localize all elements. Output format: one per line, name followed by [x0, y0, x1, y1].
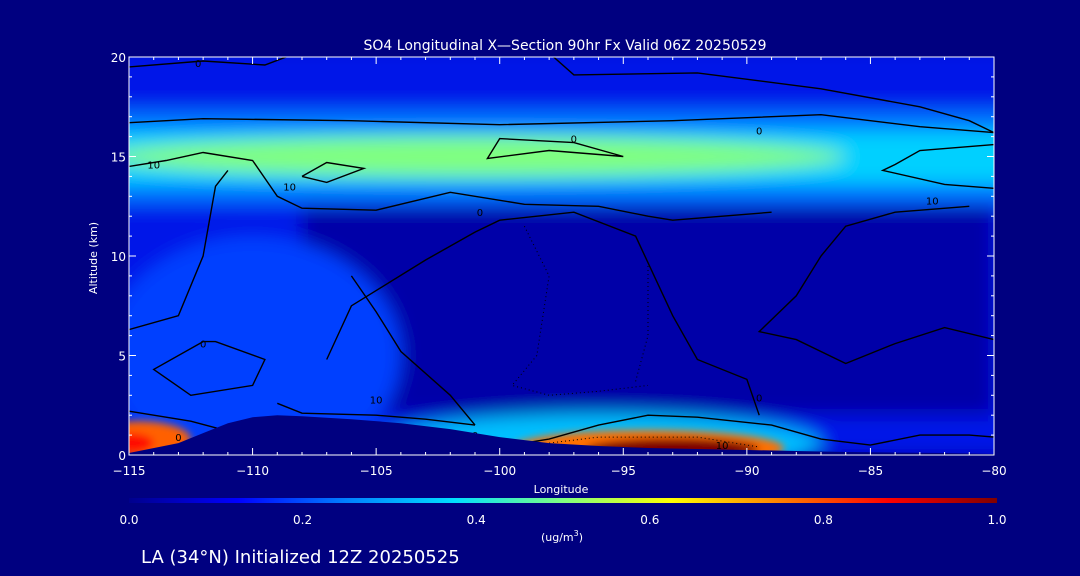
contour-dotted-surface [549, 436, 760, 448]
colorbar-tick-label: 0.6 [640, 513, 659, 527]
x-tick-label: −100 [483, 464, 516, 478]
contour-low-west [129, 410, 229, 432]
contour-label: 10 [926, 196, 939, 207]
colorbar-tick-label: 0.4 [467, 513, 486, 527]
y-axis-title: Altitude (km) [87, 222, 100, 294]
contour-top-left [129, 57, 289, 68]
colorbar-units-sup: 3 [574, 529, 579, 538]
colorbar-tick-label: 0.8 [814, 513, 833, 527]
contour-east-0 [757, 205, 994, 365]
contour-mid-upper [129, 151, 772, 221]
contour-label: 10 [370, 395, 383, 406]
contour-low-slope [277, 402, 476, 426]
contour-label: 0 [571, 135, 577, 146]
contour-inner [350, 275, 476, 426]
contour-upper-east [880, 143, 994, 189]
band-west-slope [129, 236, 401, 455]
colorbar-units-close: ) [579, 531, 583, 544]
terrain-mask [129, 415, 994, 455]
contour-label: 10 [147, 160, 160, 171]
contour-label: 0 [756, 393, 762, 404]
y-tick-label: 15 [111, 151, 126, 165]
y-tick-label: 0 [118, 449, 126, 463]
colorbar-tick-label: 0.0 [119, 513, 138, 527]
contour-label: 0 [195, 59, 201, 70]
contour-loop-west [152, 340, 266, 397]
colorbar-tick-labels: 0.0 0.2 0.4 0.6 0.8 1.0 [119, 513, 1006, 527]
contour-upper-small [301, 161, 367, 184]
colorbar-units: (ug/m3) [541, 529, 583, 544]
x-tick-label: −85 [858, 464, 883, 478]
contour-upper-loop [486, 137, 624, 160]
y-tick-label: 10 [111, 250, 126, 264]
band-upper-core [129, 136, 846, 177]
x-tick-label: −95 [611, 464, 636, 478]
contour-west-10 [129, 169, 229, 331]
contour-lines: 000000001010101010 [129, 57, 994, 452]
contour-label: 10 [283, 182, 296, 193]
contour-label: 0 [200, 340, 206, 351]
x-tick-label: −90 [734, 464, 759, 478]
x-axis-title: Longitude [534, 483, 589, 496]
contour-upper [129, 113, 994, 134]
contour-label: 0 [756, 127, 762, 138]
colorbar [129, 498, 997, 503]
y-axis-ticks: 0 5 10 15 20 [111, 51, 994, 463]
plot-area: 000000001010101010 [129, 57, 994, 455]
x-tick-label: −110 [236, 464, 269, 478]
contour-label: 10 [716, 441, 729, 452]
contour-label: 0 [175, 433, 181, 444]
contour-top-right [552, 57, 994, 134]
colorbar-tick-label: 0.2 [293, 513, 312, 527]
y-tick-label: 5 [118, 350, 126, 364]
x-axis-ticks: −115 −110 −105 −100 −95 −90 −85 −80 [113, 57, 1007, 478]
x-tick-label: −115 [113, 464, 146, 478]
x-tick-label: −80 [981, 464, 1006, 478]
contour-label: 0 [477, 208, 483, 219]
west-surface-max-core [129, 433, 154, 454]
contour-central-0 [326, 211, 760, 416]
x-tick-label: −105 [360, 464, 393, 478]
concentration-field [129, 57, 994, 455]
chart-title: SO4 Longitudinal X—Section 90hr Fx Valid… [364, 38, 767, 54]
colorbar-units-label: (ug/m [541, 531, 574, 544]
footer-caption: LA (34°N) Initialized 12Z 20250525 [141, 547, 460, 568]
contour-surface [511, 414, 994, 446]
colorbar-tick-label: 1.0 [987, 513, 1006, 527]
y-tick-label: 20 [111, 51, 126, 65]
